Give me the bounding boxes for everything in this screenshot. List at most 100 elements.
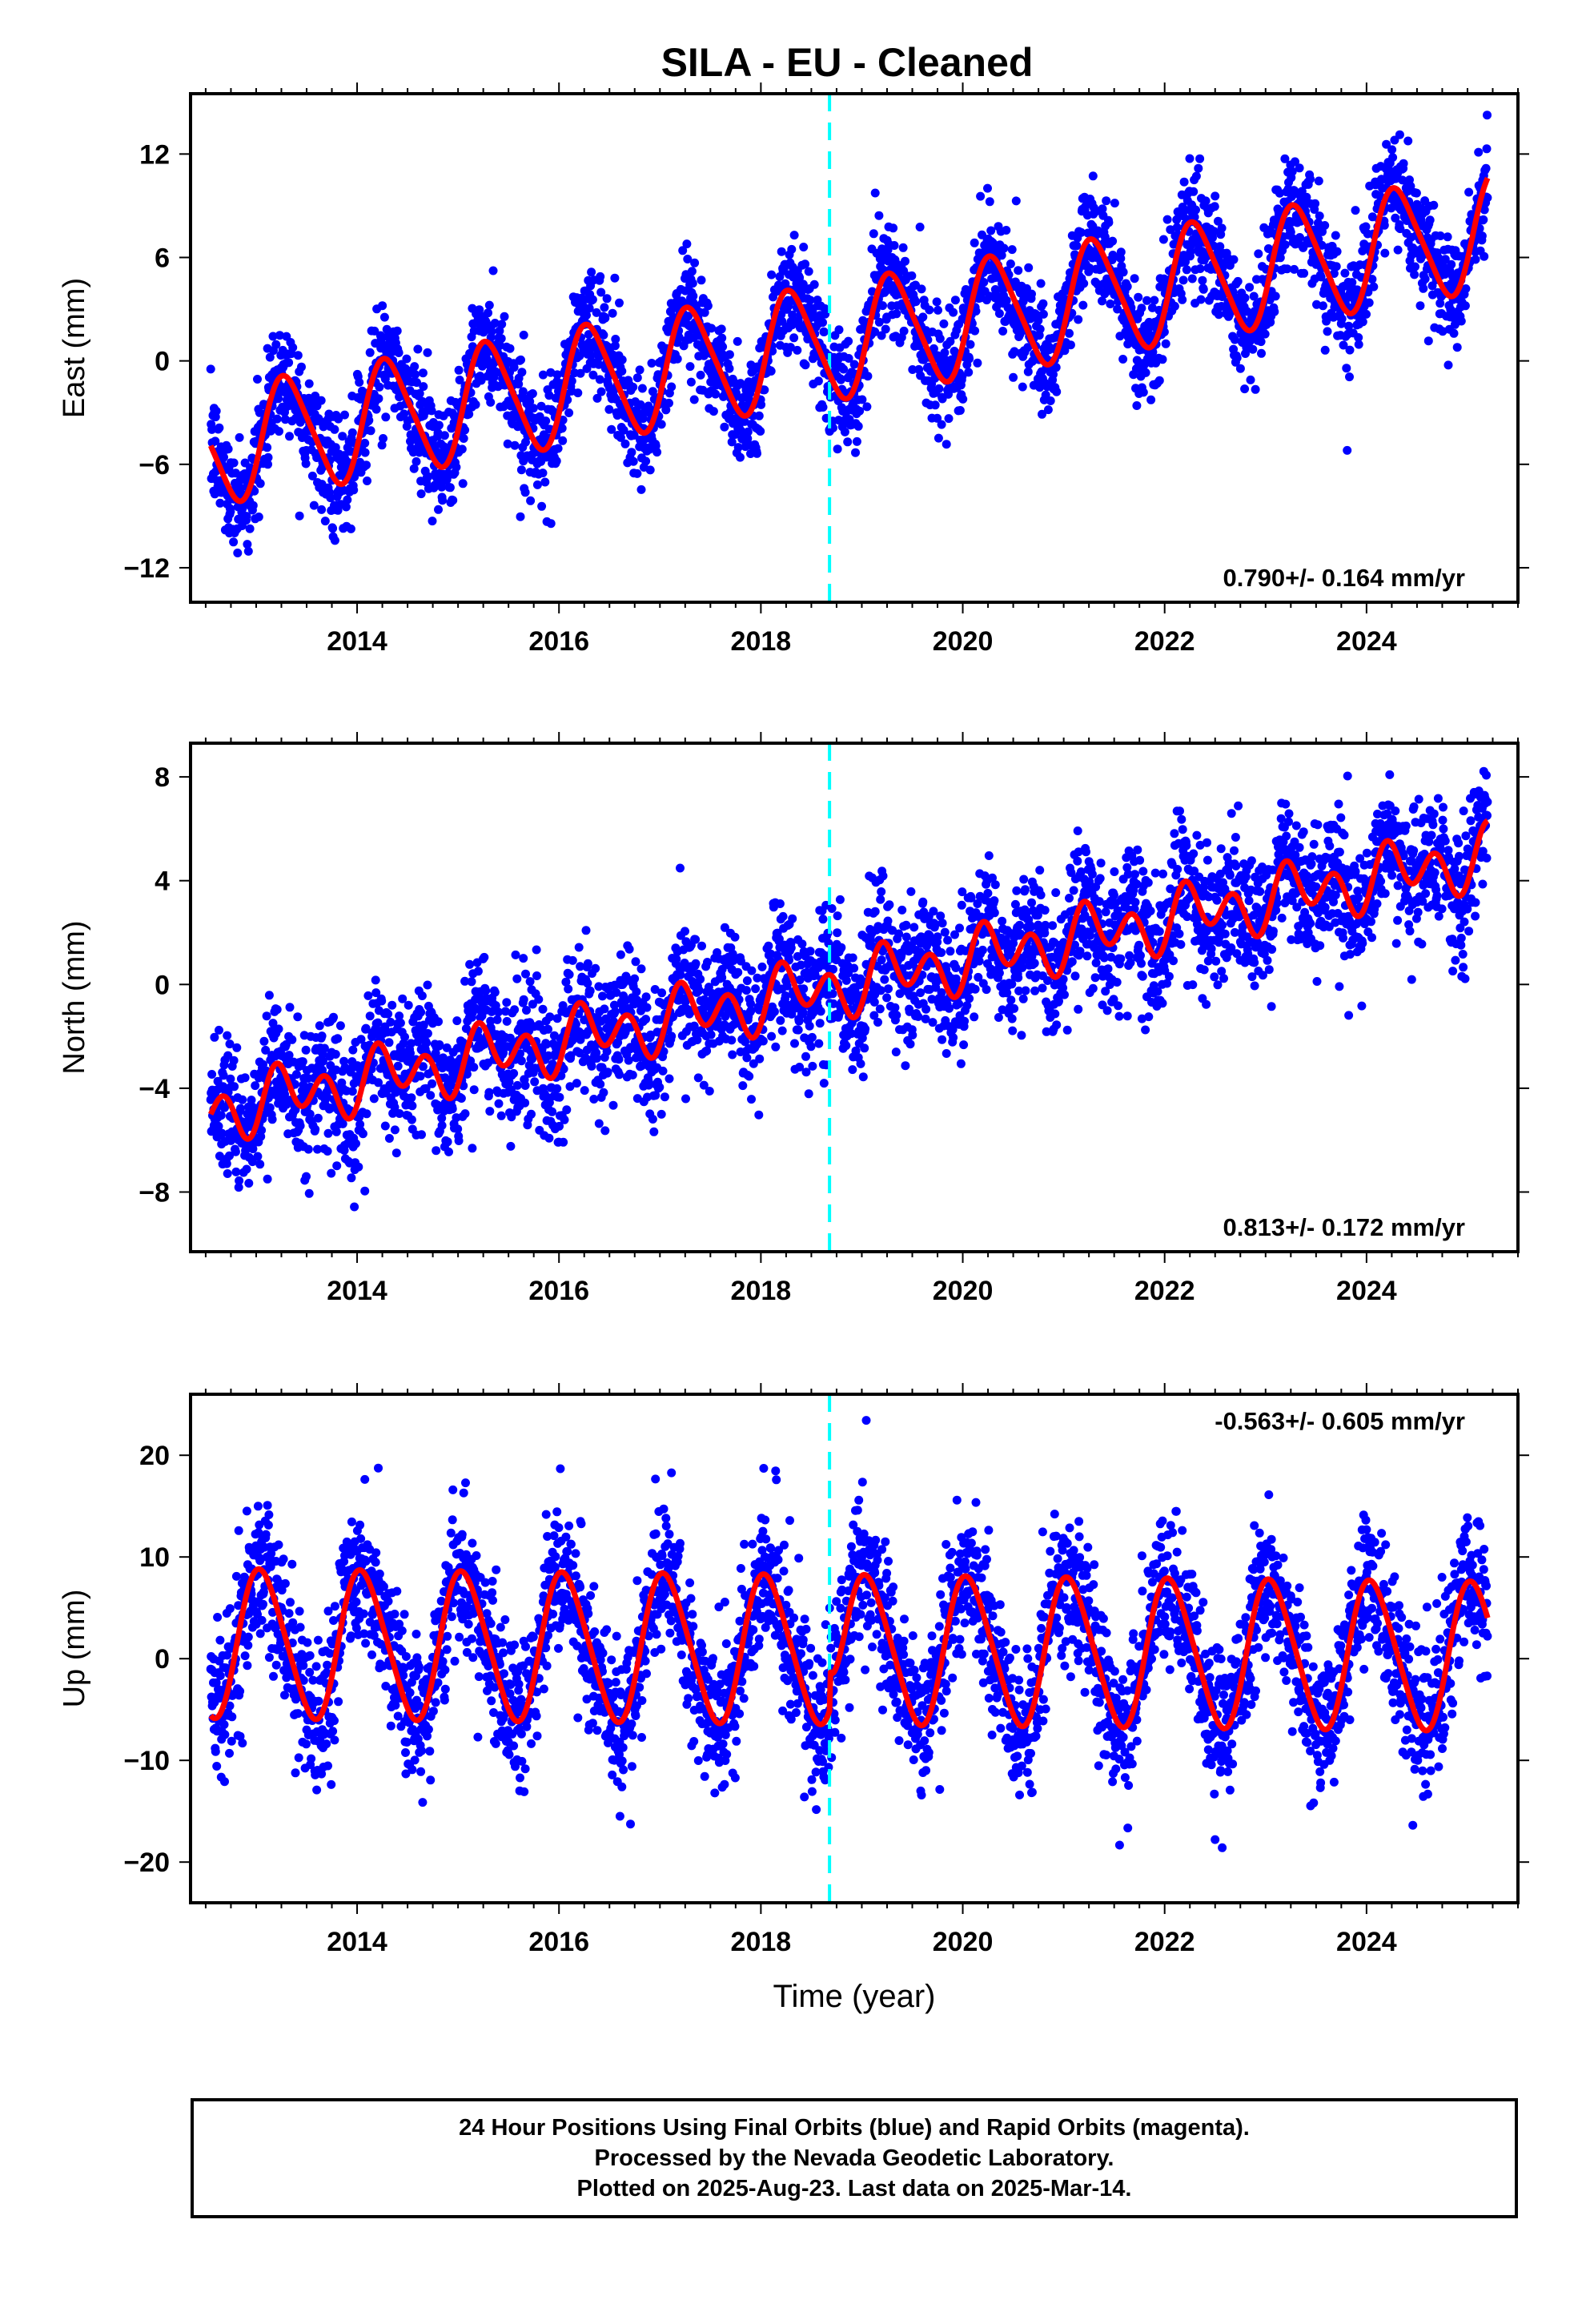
data-point <box>754 411 764 420</box>
data-point <box>526 496 536 505</box>
data-point <box>673 354 682 364</box>
data-point <box>1116 254 1126 263</box>
data-point <box>328 524 338 533</box>
data-point <box>427 406 436 416</box>
data-point <box>225 1039 235 1049</box>
data-point <box>1191 205 1200 215</box>
data-point <box>532 945 541 955</box>
data-point <box>411 370 420 380</box>
data-point <box>571 1019 580 1029</box>
data-point <box>532 971 541 980</box>
data-point <box>356 1035 366 1044</box>
data-point <box>552 456 561 466</box>
data-point <box>371 975 380 985</box>
data-point <box>628 382 638 392</box>
data-point <box>787 244 797 254</box>
data-point <box>745 1072 754 1081</box>
data-point <box>568 955 577 965</box>
data-point <box>229 458 239 468</box>
data-point <box>390 1103 400 1112</box>
data-point <box>1425 215 1435 225</box>
data-point <box>374 394 383 404</box>
data-point <box>299 1080 308 1090</box>
data-point <box>1471 255 1480 264</box>
data-point <box>1232 353 1242 363</box>
data-point <box>387 1000 397 1010</box>
data-point <box>1322 316 1331 326</box>
data-point <box>525 977 535 987</box>
data-point <box>365 1011 375 1021</box>
data-point <box>697 941 706 951</box>
data-point <box>494 1099 504 1108</box>
data-point <box>958 372 967 381</box>
data-point <box>516 1056 526 1066</box>
data-point <box>230 1082 239 1092</box>
data-point <box>456 1094 466 1103</box>
data-point <box>207 424 217 434</box>
data-point <box>988 238 998 247</box>
data-point <box>330 536 339 545</box>
data-point <box>970 326 980 336</box>
data-point <box>685 362 695 372</box>
data-point <box>548 1107 557 1116</box>
data-point <box>870 327 880 336</box>
data-point <box>242 1164 251 1174</box>
data-point <box>690 258 700 267</box>
data-point <box>233 549 243 557</box>
data-point <box>519 995 528 1004</box>
data-point <box>437 482 447 492</box>
data-point <box>758 1036 768 1046</box>
data-point <box>805 296 815 305</box>
data-point <box>383 1009 393 1019</box>
data-point <box>520 1081 530 1090</box>
data-point <box>1254 249 1263 259</box>
data-point <box>528 389 537 398</box>
data-point <box>510 1005 520 1015</box>
data-point <box>473 967 483 976</box>
data-point <box>592 1054 601 1063</box>
data-point <box>1052 387 1062 396</box>
data-point <box>348 1045 358 1055</box>
data-point <box>747 966 757 975</box>
data-point <box>1185 154 1195 163</box>
east-rate-label: 0.790+/- 0.164 mm/yr <box>1223 564 1465 592</box>
data-point <box>930 400 940 410</box>
data-point <box>394 348 404 357</box>
data-point <box>521 969 530 979</box>
data-point <box>660 1092 669 1102</box>
data-point <box>557 424 567 433</box>
data-point <box>1329 269 1339 278</box>
data-point <box>1072 241 1082 251</box>
data-point <box>971 307 981 316</box>
data-point <box>454 365 464 375</box>
data-point <box>727 437 737 447</box>
data-point <box>304 379 314 388</box>
data-point <box>1181 257 1190 267</box>
data-point <box>994 309 1004 318</box>
data-point <box>320 517 330 526</box>
data-point <box>587 1061 596 1071</box>
data-point <box>929 344 938 353</box>
data-point <box>596 271 605 281</box>
data-point <box>215 1025 223 1035</box>
data-point <box>384 1134 394 1143</box>
data-point <box>217 1128 227 1138</box>
east-y-axis-label: East (mm) <box>58 278 91 418</box>
data-point <box>644 1080 653 1090</box>
data-point <box>581 926 591 935</box>
data-point <box>1320 345 1330 355</box>
data-point <box>280 415 290 424</box>
data-point <box>1270 307 1279 316</box>
data-point <box>484 300 494 310</box>
data-point <box>1210 202 1219 211</box>
data-point <box>380 1121 390 1131</box>
data-point <box>1311 199 1320 208</box>
data-point <box>1358 317 1367 327</box>
data-point <box>341 502 351 512</box>
data-point <box>764 941 773 951</box>
data-point <box>776 1015 785 1025</box>
data-point <box>304 1188 314 1198</box>
data-point <box>580 1053 590 1063</box>
data-point <box>417 1130 426 1140</box>
data-point <box>552 1014 562 1023</box>
